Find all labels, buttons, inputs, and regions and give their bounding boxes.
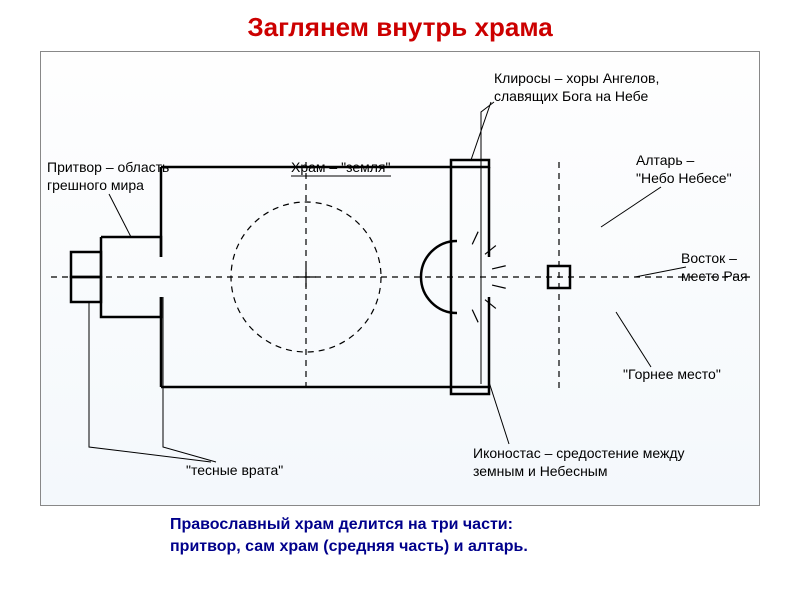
label-altar: Алтарь –"Небо Небесе" bbox=[636, 152, 732, 187]
diagram-container: Притвор – областьгрешного мира Храм – "з… bbox=[40, 51, 760, 506]
label-khram: Храм – "земля" bbox=[291, 159, 390, 177]
caption: Православный храм делится на три части: … bbox=[40, 514, 760, 557]
page-title: Заглянем внутрь храма bbox=[0, 0, 800, 51]
label-klirosy: Клиросы – хоры Ангелов,славящих Бога на … bbox=[494, 70, 659, 105]
label-vostok: Восток –место Рая bbox=[681, 250, 748, 285]
floorplan-svg bbox=[41, 52, 761, 507]
label-pritvor: Притвор – областьгрешного мира bbox=[47, 159, 169, 194]
caption-line1: Православный храм делится на три части: bbox=[170, 514, 760, 536]
caption-line2: притвор, сам храм (средняя часть) и алта… bbox=[170, 536, 760, 558]
label-gornee: "Горнее место" bbox=[623, 366, 721, 384]
label-vrata: "тесные врата" bbox=[186, 462, 283, 480]
label-ikonostas: Иконостас – средостение междуземным и Не… bbox=[473, 445, 685, 480]
